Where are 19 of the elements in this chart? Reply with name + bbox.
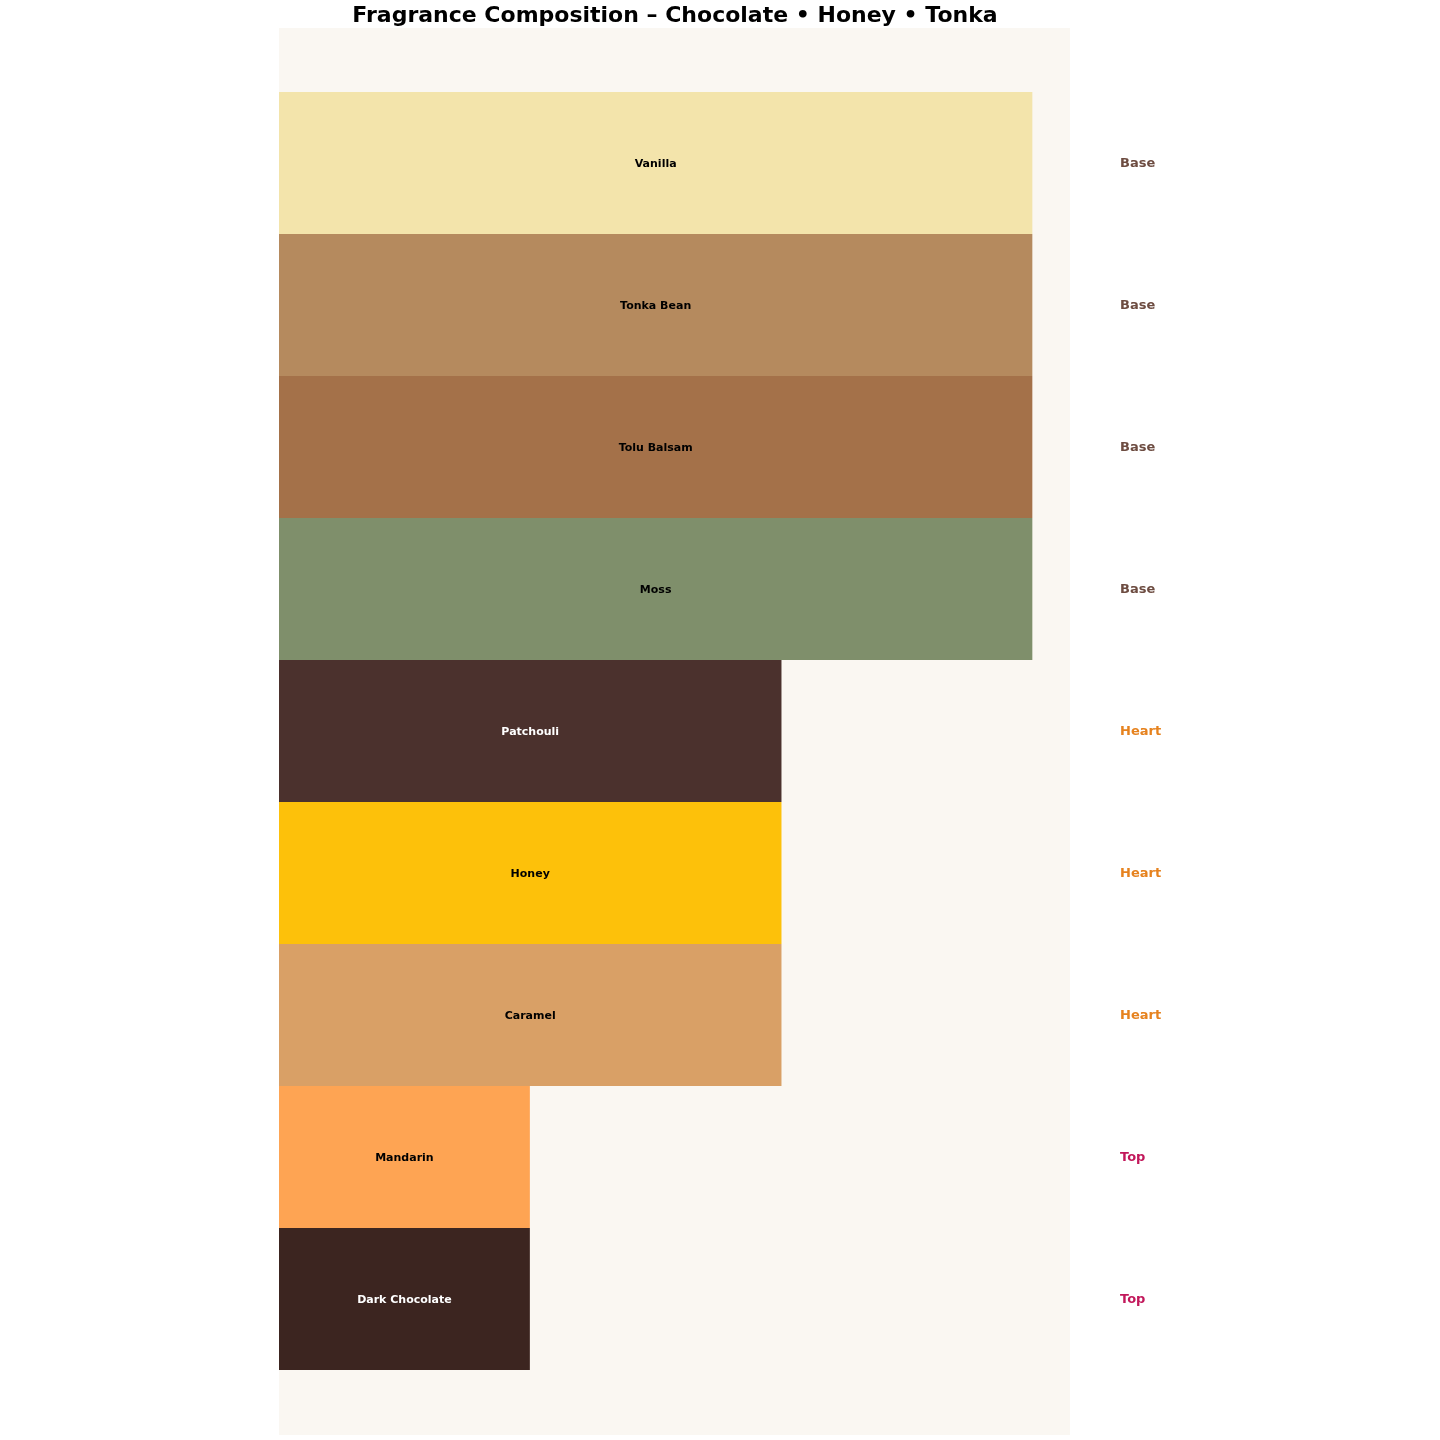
text: Base [1120,581,1156,597]
y-tick-label: Vanilla [634,156,677,170]
y-tick-label: Moss [639,582,672,596]
y-tick-label: Tolu Balsam [618,440,693,454]
y-tick-label: Patchouli [501,724,560,738]
text: Heart [1120,723,1162,739]
y-tick-label: Dark Chocolate [357,1292,452,1306]
y-tick-label: Mandarin [375,1150,434,1164]
text: Top [1120,1291,1146,1307]
text: Heart [1120,1007,1162,1023]
y-tick-label: Caramel [504,1008,556,1022]
text: Base [1120,439,1156,455]
y-tick-label: Honey [510,866,550,880]
text: Top [1120,1149,1146,1165]
chart-title: Fragrance Composition – Chocolate • Honey • Tonka [351,2,999,27]
text: Heart [1120,865,1162,881]
text: Base [1120,297,1156,313]
text: Base [1120,155,1156,171]
y-tick-label: Tonka Bean [620,298,692,312]
